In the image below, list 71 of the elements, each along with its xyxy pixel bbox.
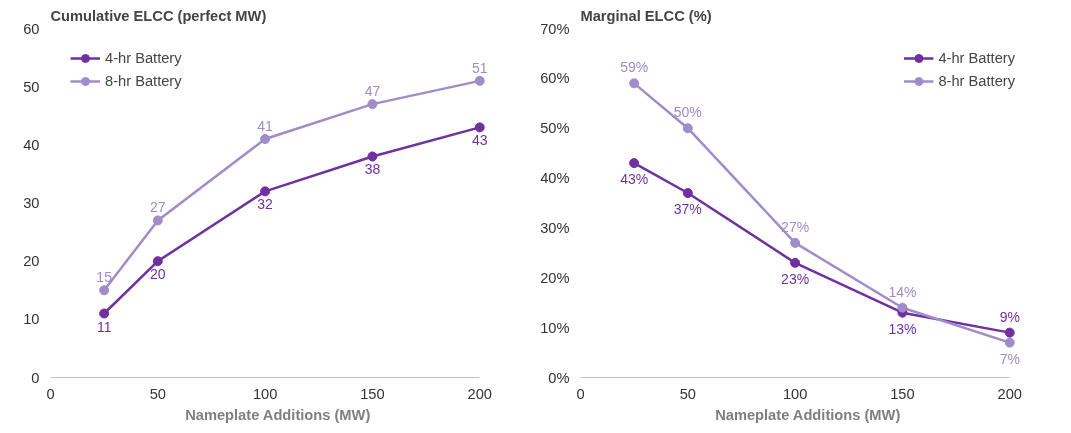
data-label: 27 <box>150 199 166 216</box>
x-tick-label: 100 <box>782 385 808 402</box>
point <box>682 123 693 134</box>
data-label: 47 <box>364 83 381 100</box>
data-label: 51 <box>471 59 488 76</box>
y-tick-label: 60 <box>23 20 40 37</box>
point <box>367 99 378 110</box>
y-tick-label: 50% <box>540 120 570 137</box>
legend-label: 4-hr Battery <box>105 50 182 66</box>
point <box>1004 337 1015 348</box>
data-label: 38 <box>364 161 381 178</box>
point <box>260 134 271 145</box>
y-tick-label: 10 <box>23 311 40 328</box>
x-tick-label: 50 <box>679 385 696 402</box>
y-tick-label: 0% <box>548 369 570 386</box>
data-label: 43% <box>620 171 649 188</box>
point <box>474 75 485 86</box>
data-label: 13% <box>888 320 917 337</box>
chart-title: Marginal ELCC (%) <box>580 7 712 24</box>
x-tick-label: 0 <box>576 385 585 402</box>
point <box>790 257 801 268</box>
point <box>474 122 485 133</box>
point <box>152 215 163 226</box>
data-label: 59% <box>620 59 649 76</box>
y-tick-label: 10% <box>540 319 570 336</box>
y-tick-label: 40% <box>540 170 570 187</box>
data-label: 7% <box>999 350 1020 367</box>
legend-label: 8-hr Battery <box>105 73 182 89</box>
legend-label: 8-hr Battery <box>938 73 1015 89</box>
point <box>99 308 110 319</box>
y-tick-label: 20 <box>23 253 40 270</box>
x-tick-label: 50 <box>149 385 166 402</box>
chart-title: Cumulative ELCC (perfect MW) <box>50 7 267 24</box>
data-label: 11 <box>96 318 112 335</box>
point <box>629 158 640 169</box>
x-tick-label: 100 <box>252 385 278 402</box>
data-label: 9% <box>999 308 1020 325</box>
y-tick-label: 40 <box>23 136 40 153</box>
x-tick-label: 150 <box>360 385 385 402</box>
point <box>260 186 271 197</box>
data-label: 15 <box>96 269 113 286</box>
data-label: 20 <box>150 266 166 283</box>
y-tick-label: 20% <box>540 269 570 286</box>
x-tick-label: 200 <box>997 385 1022 402</box>
x-tick-label: 0 <box>46 385 55 402</box>
point <box>367 151 378 162</box>
data-label: 41 <box>257 118 274 135</box>
point <box>897 302 908 313</box>
data-label: 37% <box>673 201 702 218</box>
y-tick-label: 60% <box>540 70 570 87</box>
point <box>682 188 693 199</box>
data-label: 43 <box>471 132 488 149</box>
y-tick-label: 30% <box>540 219 570 236</box>
data-label: 14% <box>888 283 917 300</box>
x-axis-title: Nameplate Additions (MW) <box>185 406 371 423</box>
data-label: 32 <box>257 196 274 213</box>
point <box>99 285 110 296</box>
y-tick-label: 50 <box>23 78 40 95</box>
x-tick-label: 150 <box>890 385 915 402</box>
point <box>1004 327 1015 338</box>
y-tick-label: 70% <box>540 20 570 37</box>
y-tick-label: 0 <box>31 369 40 386</box>
data-label: 50% <box>673 104 702 121</box>
point <box>790 237 801 248</box>
point <box>152 256 163 267</box>
legend-label: 4-hr Battery <box>938 50 1015 66</box>
y-tick-label: 30 <box>23 195 40 211</box>
data-label: 23% <box>781 270 810 287</box>
point <box>629 78 640 89</box>
x-axis-title: Nameplate Additions (MW) <box>715 406 901 423</box>
x-tick-label: 200 <box>467 385 492 402</box>
